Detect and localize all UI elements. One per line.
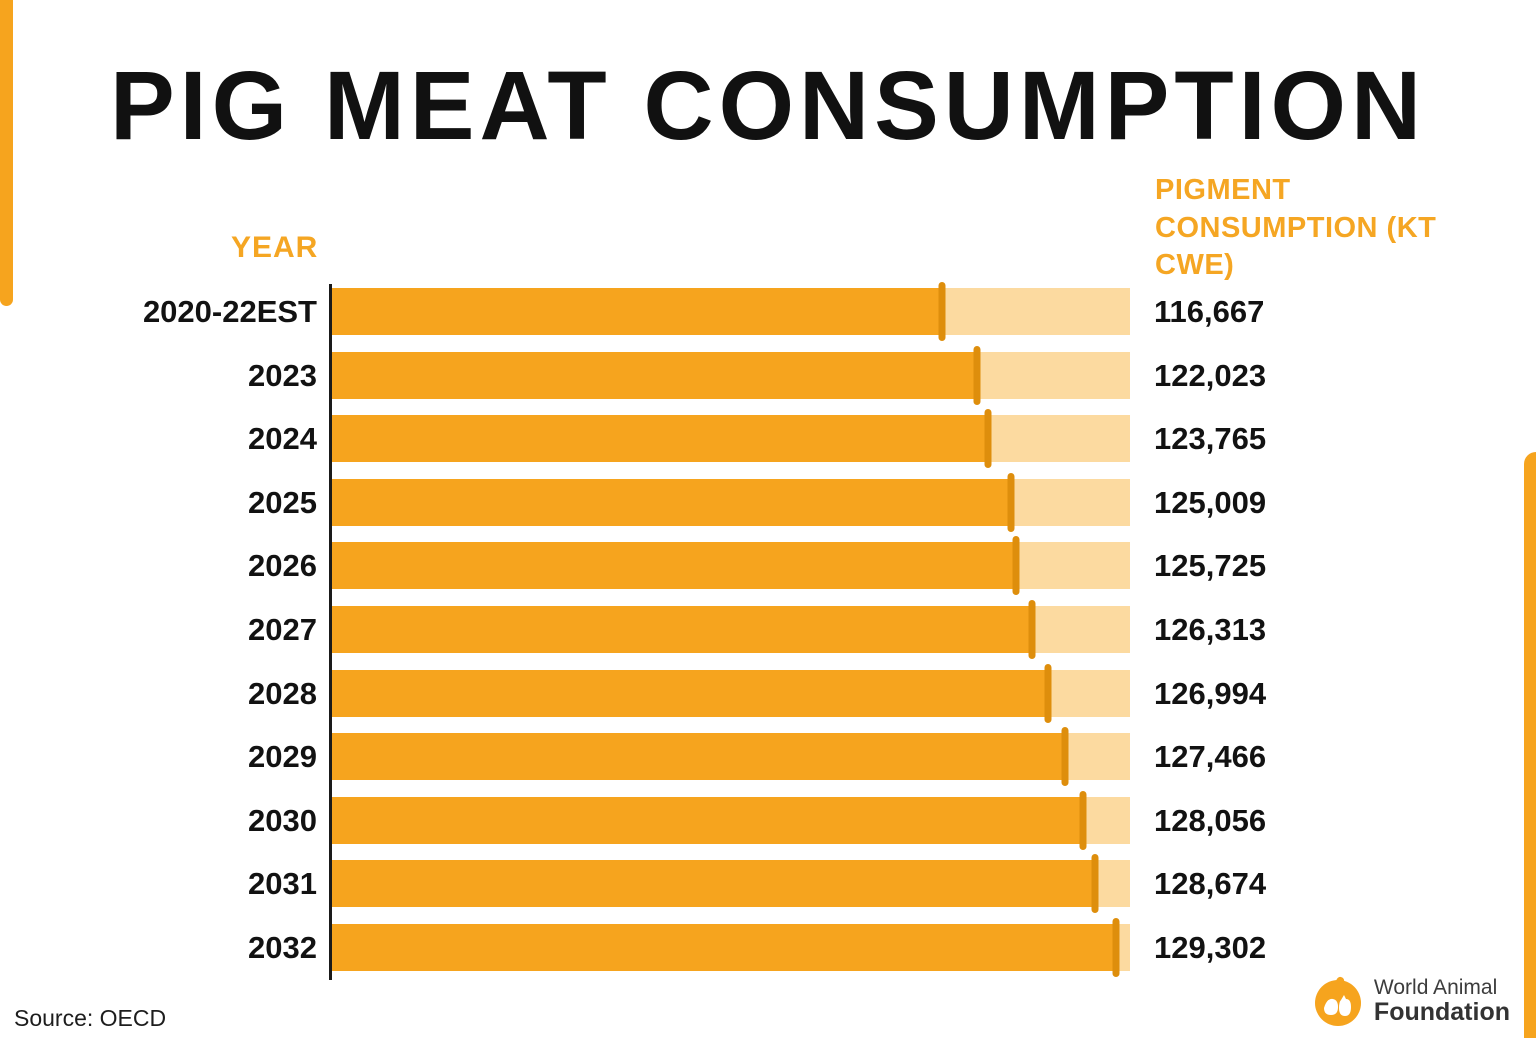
- table-row: 2028 126,994: [248, 663, 1266, 723]
- year-label: 2028: [248, 675, 317, 711]
- value-label: 127,466: [1154, 739, 1267, 775]
- bar-fill: [332, 923, 1116, 971]
- bar-end-tick-icon: [1112, 917, 1120, 977]
- bar-track: [332, 854, 1130, 914]
- bar-track: [332, 727, 1130, 787]
- year-label: 2020-22EST: [142, 294, 317, 329]
- table-row: 2032 129,302: [248, 917, 1266, 977]
- table-row: 2031 128,674: [248, 854, 1266, 914]
- bird-icon: [1334, 976, 1348, 989]
- year-label: 2025: [248, 484, 317, 520]
- bar-track: [332, 536, 1130, 596]
- value-label: 128,056: [1154, 802, 1267, 838]
- column-header-year: YEAR: [231, 231, 319, 264]
- bar-fill: [332, 288, 942, 335]
- year-label: 2031: [248, 866, 317, 902]
- dog-icon: [1323, 998, 1338, 1015]
- logo-text-line1: World Animal: [1373, 975, 1498, 999]
- bar-end-tick-icon: [1079, 790, 1087, 850]
- page-title: PIG MEAT CONSUMPTION: [109, 51, 1427, 160]
- world-animal-foundation-logo: World Animal Foundation: [1311, 974, 1510, 1028]
- bar-end-tick-icon: [1028, 599, 1036, 659]
- bar-track: [332, 599, 1130, 659]
- bar-track: [332, 282, 1130, 341]
- year-label: 2026: [248, 548, 317, 584]
- year-label: 2023: [248, 357, 317, 393]
- animal-circle-icon: [1314, 976, 1361, 1026]
- bar-track: [332, 790, 1130, 850]
- bar-track: [332, 409, 1130, 469]
- bar-end-tick-icon: [938, 282, 946, 341]
- table-row: 2027 126,313: [248, 599, 1266, 659]
- table-row: 2025 125,009: [248, 472, 1266, 532]
- table-row: 2020-22EST 116,667: [143, 282, 1264, 341]
- cat-icon: [1338, 995, 1351, 1016]
- value-label: 128,674: [1154, 866, 1267, 902]
- year-label: 2030: [248, 802, 317, 838]
- bar-end-tick-icon: [1012, 536, 1020, 596]
- column-header-value: PIGMENT CONSUMPTION (KT CWE): [1155, 174, 1437, 282]
- bar-fill: [332, 478, 1012, 526]
- bar-fill: [332, 860, 1095, 908]
- bar-fill: [332, 669, 1048, 717]
- value-label: 126,313: [1154, 611, 1267, 647]
- value-label: 125,009: [1154, 484, 1267, 520]
- value-label: 123,765: [1154, 421, 1267, 457]
- bar-fill: [332, 415, 988, 463]
- bar-track: [332, 917, 1130, 977]
- value-label: 126,994: [1154, 675, 1267, 711]
- bar-end-tick-icon: [1044, 663, 1052, 723]
- bar-track: [332, 663, 1130, 723]
- year-label: 2029: [248, 739, 317, 775]
- bar-end-tick-icon: [984, 409, 992, 469]
- bar-end-tick-icon: [1091, 854, 1099, 914]
- value-label: 116,667: [1154, 294, 1265, 329]
- value-label: 122,023: [1154, 357, 1267, 393]
- source-note: Source: OECD: [14, 1005, 167, 1031]
- value-label: 129,302: [1154, 929, 1267, 965]
- bar-track: [332, 345, 1130, 405]
- table-row: 2026 125,725: [248, 536, 1266, 596]
- bar-fill: [332, 605, 1032, 653]
- year-label: 2027: [248, 611, 317, 647]
- bar-end-tick-icon: [973, 345, 981, 405]
- table-row: 2023 122,023: [248, 345, 1266, 405]
- right-edge-accent-bar: [1524, 452, 1536, 1038]
- year-label: 2032: [248, 929, 317, 965]
- bar-fill: [332, 542, 1016, 590]
- bar-fill: [332, 351, 977, 399]
- table-row: 2029 127,466: [248, 727, 1266, 787]
- bar-fill: [332, 796, 1083, 844]
- logo-text-line2: Foundation: [1373, 997, 1510, 1026]
- bar-track: [332, 472, 1130, 532]
- value-label: 125,725: [1154, 548, 1267, 584]
- table-row: 2030 128,056: [248, 790, 1266, 850]
- bar-end-tick-icon: [1007, 472, 1015, 532]
- chart-axis-line: [329, 284, 332, 980]
- left-edge-accent-bar: [0, 0, 13, 306]
- table-row: 2024 123,765: [248, 409, 1266, 469]
- year-label: 2024: [248, 421, 317, 457]
- bar-end-tick-icon: [1061, 727, 1069, 787]
- bar-chart: 2020-22EST 116,667 2023 122,023 2024 123…: [143, 282, 1266, 977]
- bar-fill: [332, 733, 1066, 781]
